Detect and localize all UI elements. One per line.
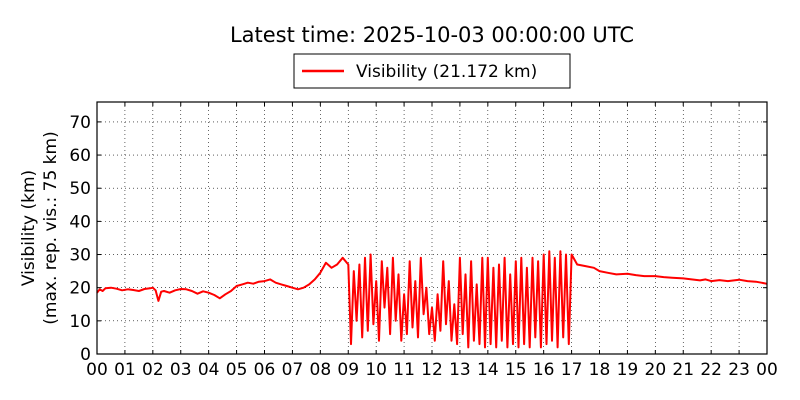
x-tick-label: 08 [310,360,332,380]
y-axis-label-line2: (max. rep. vis.: 75 km) [41,131,61,324]
x-tick-label: 03 [170,360,192,380]
x-tick-label: 12 [421,360,443,380]
x-tick-label: 14 [477,360,499,380]
axes [96,101,768,355]
plot-frame [96,101,768,355]
x-tick-label: 01 [114,360,136,380]
x-tick-label: 06 [254,360,276,380]
x-tick-label: 05 [226,360,248,380]
visibility-series-line [96,250,768,349]
y-axis-label-line1: Visibility (km) [19,170,39,286]
x-tick-label: 15 [505,360,527,380]
x-tick-label: 13 [449,360,471,380]
y-tick-label: 50 [69,179,91,199]
x-tick-label: 02 [142,360,164,380]
y-tick-label: 60 [69,146,91,166]
y-tick-label: 40 [69,212,91,232]
x-tick-label: 10 [365,360,387,380]
y-axis-label: Visibility (km) (max. rep. vis.: 75 km) [19,131,61,324]
x-tick-label: 04 [198,360,220,380]
x-tick-label: 22 [700,360,722,380]
x-tick-label: 19 [617,360,639,380]
x-tick-label: 17 [561,360,583,380]
y-tick-label: 30 [69,246,91,266]
y-tick-label: 0 [80,345,91,365]
x-tick-label: 16 [533,360,555,380]
x-tick-label: 09 [337,360,359,380]
x-tick-label: 00 [756,360,778,380]
series-layer [96,250,768,349]
y-tick-label: 10 [69,312,91,332]
x-tick-label: 18 [589,360,611,380]
x-tick-label: 07 [282,360,304,380]
x-tick-label: 00 [86,360,108,380]
x-tick-label: 23 [728,360,750,380]
x-tick-label: 11 [393,360,415,380]
legend: Visibility (21.172 km) [293,53,571,89]
x-tick-label: 20 [645,360,667,380]
chart-title: Latest time: 2025-10-03 00:00:00 UTC [230,23,634,47]
y-tick-label: 70 [69,113,91,133]
y-tick-label: 20 [69,279,91,299]
legend-label: Visibility (21.172 km) [356,62,537,82]
tick-labels: 00 01 02 03 04 05 06 07 08 09 10 11 12 13 14 15 16 17 18 19… [69,113,777,380]
x-tick-label: 21 [672,360,694,380]
